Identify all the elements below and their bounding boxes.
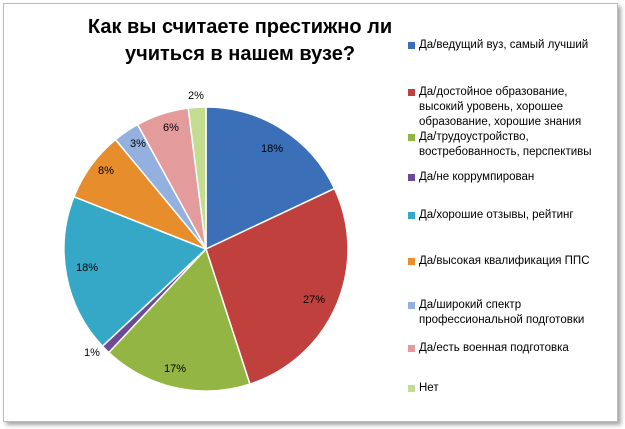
legend-label: Да/хорошие отзывы, рейтинг (419, 209, 574, 221)
legend-swatch (408, 385, 415, 392)
pie-slice (63, 195, 208, 348)
legend-label: Да/широкий спектр профессиональной подго… (419, 299, 585, 326)
slice-data-label: 17% (164, 363, 186, 375)
legend-swatch (408, 302, 415, 309)
legend-label: Да/не коррумпирован (419, 171, 535, 183)
pie-slice (205, 187, 349, 385)
slice-data-label: 2% (188, 90, 204, 102)
slice-data-label: 3% (130, 138, 146, 150)
chart-title: Как вы считаете престижно ли учиться в н… (87, 16, 393, 65)
legend-label: Да/ведущий вуз, самый лучший (419, 39, 589, 51)
legend-label: Да/достойное образование, высокий уровен… (419, 86, 582, 128)
legend-label: Нет (419, 382, 439, 394)
legend-swatch (408, 89, 415, 96)
legend-swatch (408, 345, 415, 352)
legend-swatch (408, 174, 415, 181)
slice-data-label: 18% (261, 143, 283, 155)
legend-swatch (408, 42, 415, 49)
legend-label: Да/трудоустройство, востребованность, пе… (419, 131, 592, 158)
pie-slice (107, 247, 251, 392)
pie-slice (187, 106, 207, 250)
slice-data-label: 8% (98, 165, 114, 177)
slice-data-label: 6% (163, 122, 179, 134)
slice-data-label: 1% (84, 347, 100, 359)
legend-swatch (408, 212, 415, 219)
legend-swatch (408, 134, 415, 141)
legend-label: Да/высокая квалификация ППС (419, 255, 590, 267)
slice-data-label: 27% (303, 294, 325, 306)
legend-swatch (408, 258, 415, 265)
pie-slice (205, 106, 336, 251)
slice-data-label: 18% (76, 262, 98, 274)
legend-label: Да/есть военная подготовка (419, 342, 569, 354)
